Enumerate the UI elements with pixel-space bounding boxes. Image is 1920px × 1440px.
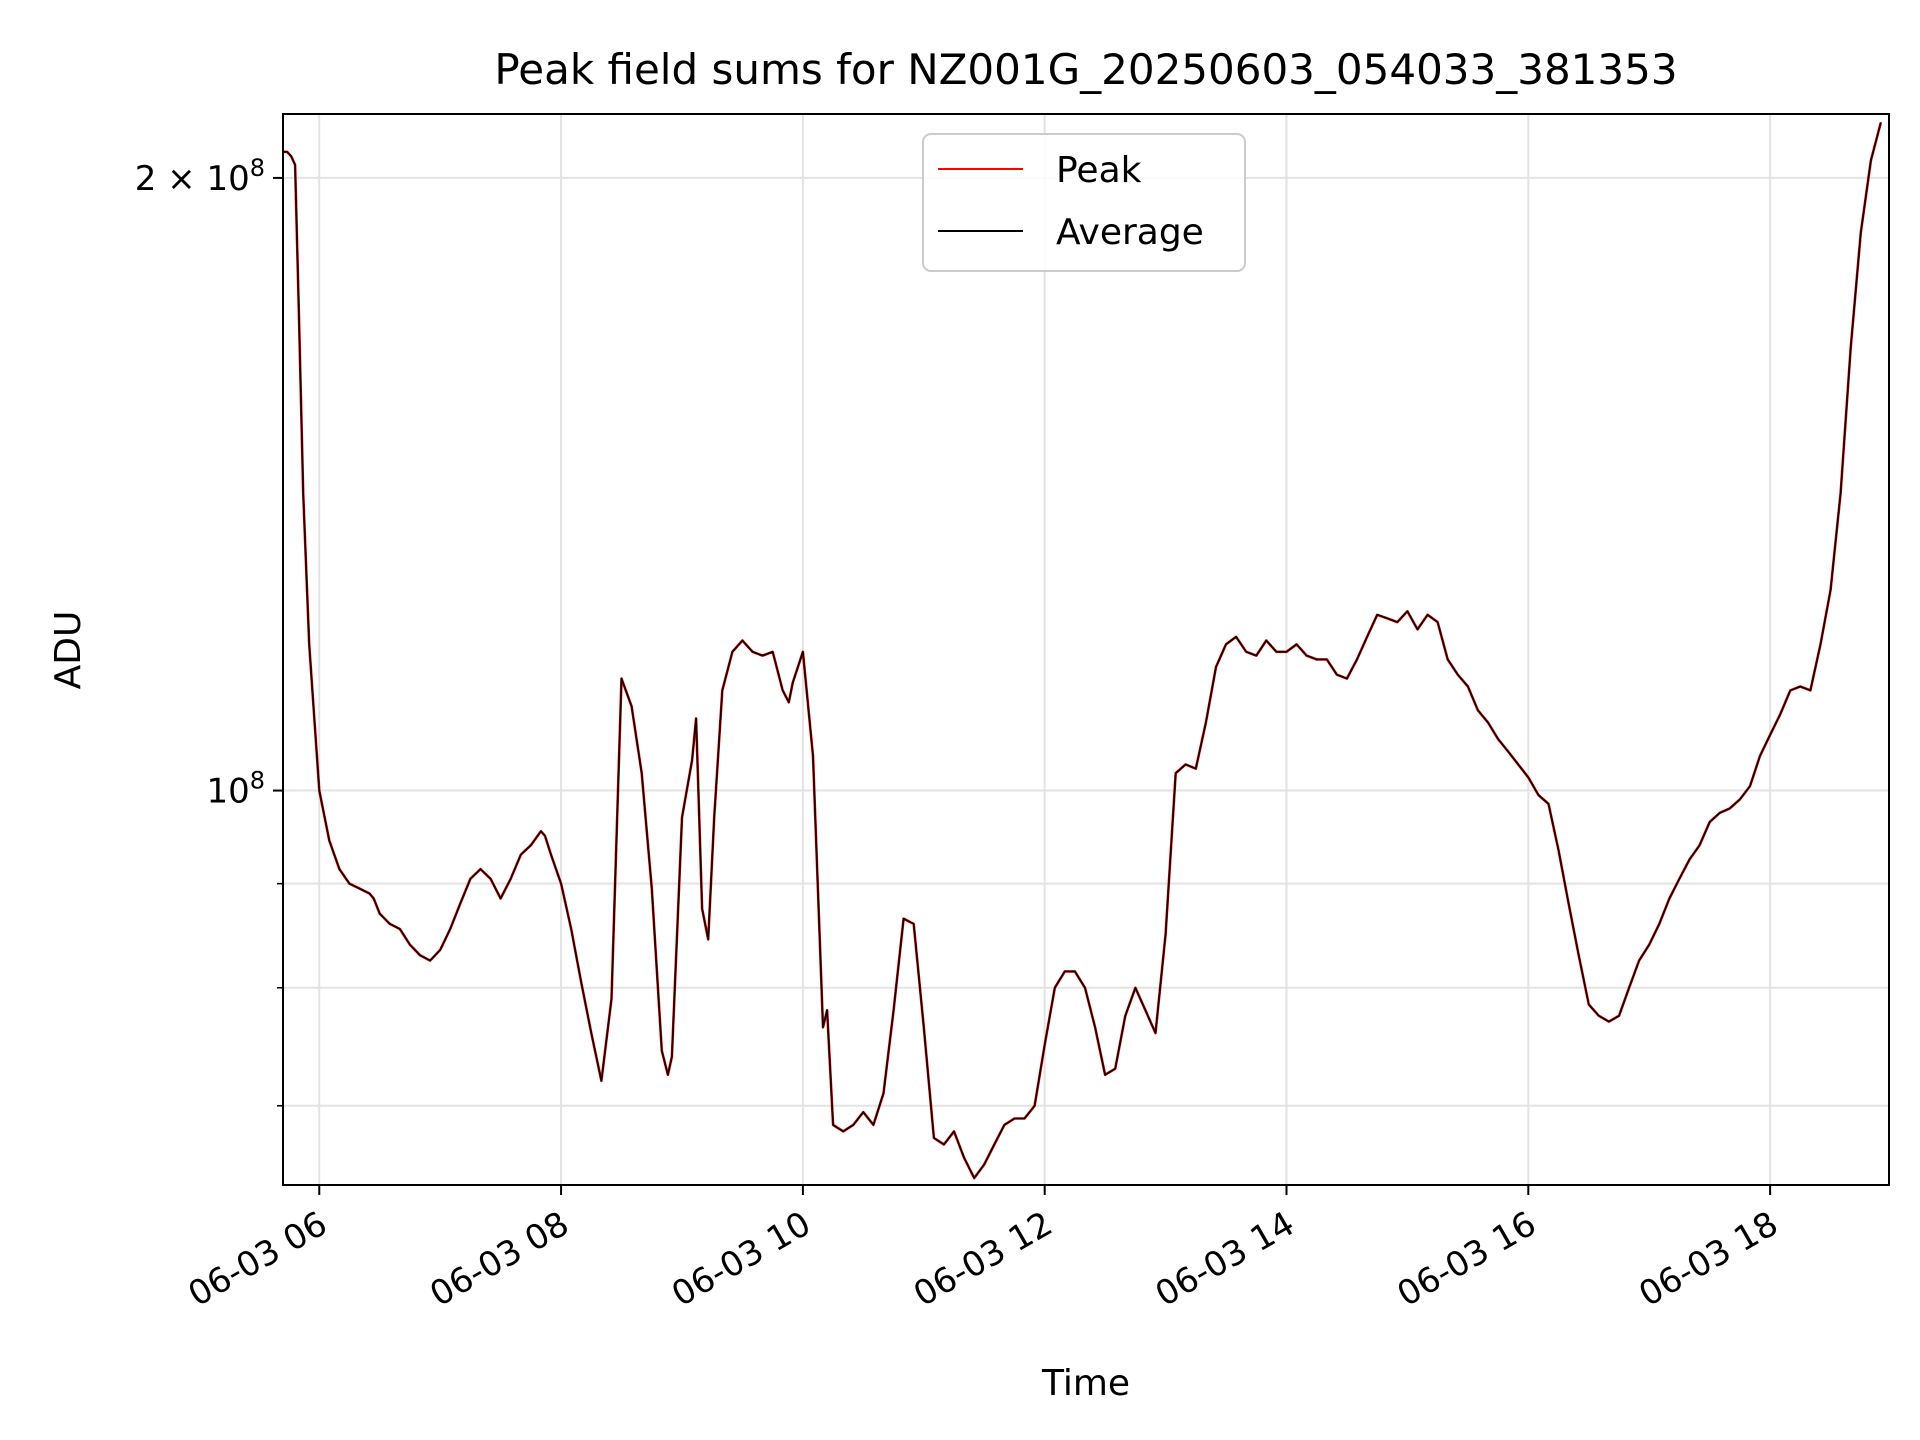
chart-title: Peak field sums for NZ001G_20250603_0540… [494,45,1677,94]
y-tick-label: 108 [206,767,265,812]
y-axis-label: ADU [48,611,89,690]
legend: Peak Average [922,133,1246,272]
legend-peak-label: Peak [1056,150,1142,191]
axes-frame [282,113,1890,1186]
y-tick-label: 2 × 108 [135,154,265,199]
y-axis-ticks: 2 × 108 108 [135,154,283,1107]
legend-average-label: Average [1056,212,1204,253]
x-axis-label: Time [1041,1363,1130,1404]
series-line-average [283,122,1882,1179]
plot-lines [283,121,1883,1180]
